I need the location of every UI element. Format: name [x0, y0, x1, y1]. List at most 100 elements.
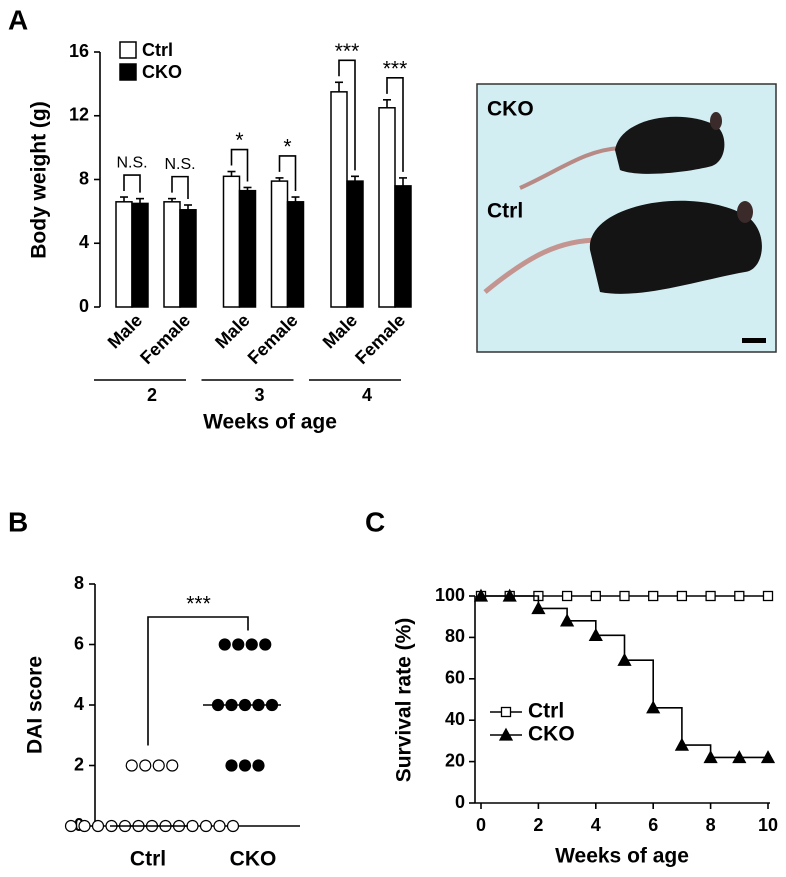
data-point	[152, 759, 165, 772]
y-axis-label: DAI score	[24, 656, 47, 754]
significance-bracket	[338, 59, 356, 171]
y-tick-label: 80	[445, 626, 465, 646]
bar	[330, 91, 348, 308]
bar	[286, 201, 305, 308]
data-point	[64, 819, 78, 833]
data-point	[213, 819, 226, 833]
y-tick-label: 100	[435, 585, 465, 605]
y-tick-label: 12	[69, 105, 89, 125]
x-tick-label: 4	[591, 815, 601, 835]
bar	[394, 185, 412, 308]
x-tick-label: Female	[244, 310, 302, 368]
significance-bracket	[147, 616, 249, 746]
mouse-tail	[483, 237, 601, 294]
x-tick-label: Male	[104, 310, 146, 352]
legend-swatch	[119, 41, 137, 59]
x-tick-label: 6	[648, 815, 658, 835]
data-point	[676, 590, 688, 602]
data-point	[245, 638, 258, 651]
panel-letter: B	[8, 506, 28, 537]
data-point	[619, 590, 630, 602]
photo-label: CKO	[487, 98, 534, 121]
y-tick-label: 0	[455, 792, 465, 812]
legend-label: Ctrl	[142, 40, 173, 60]
data-point	[703, 750, 718, 764]
group-label: 2	[147, 385, 157, 405]
scale-bar	[742, 338, 766, 343]
y-tick-label: 60	[445, 668, 465, 688]
data-point	[590, 590, 601, 602]
y-tick-label: 6	[74, 633, 84, 653]
y-tick-label: 8	[79, 168, 89, 188]
data-point	[218, 638, 231, 651]
data-point	[560, 613, 575, 627]
data-point	[473, 588, 489, 602]
legend-label: Ctrl	[528, 700, 564, 723]
data-point	[125, 759, 138, 772]
bar	[222, 175, 241, 308]
significance-bracket	[386, 77, 404, 172]
panel-letter: A	[8, 4, 28, 35]
significance-label: *	[283, 135, 291, 158]
significance-bracket	[230, 148, 249, 182]
data-point	[531, 601, 546, 615]
legend-marker	[498, 727, 514, 741]
bar	[131, 202, 149, 308]
bar	[163, 201, 181, 308]
data-point	[617, 652, 632, 666]
legend-marker	[500, 706, 512, 718]
data-point	[588, 627, 603, 641]
significance-bracket	[123, 174, 141, 193]
y-tick-label: 2	[74, 754, 84, 774]
mouse-body	[615, 116, 725, 174]
significance-bracket	[278, 155, 297, 192]
legend-label: CKO	[528, 723, 575, 746]
bar	[179, 209, 197, 308]
data-point	[91, 819, 105, 833]
bar	[115, 201, 133, 308]
data-point	[238, 759, 252, 772]
group-label: 3	[254, 385, 264, 405]
bar	[378, 107, 396, 308]
significance-label: ***	[335, 40, 360, 63]
data-point	[199, 819, 213, 833]
x-tick-label: Female	[351, 310, 409, 368]
x-tick-label: Ctrl	[130, 848, 166, 871]
data-point	[732, 750, 747, 764]
y-tick-label: 4	[79, 232, 89, 252]
y-tick-label: 20	[445, 750, 465, 770]
survival-line	[481, 595, 768, 759]
x-tick-label: 0	[476, 815, 486, 835]
significance-label: *	[235, 129, 243, 152]
y-tick-label: 8	[74, 573, 84, 593]
group-label: 4	[362, 385, 372, 405]
x-axis-label: Weeks of age	[555, 845, 689, 868]
significance-label: ***	[383, 57, 408, 80]
y-axis-label: Survival rate (%)	[393, 618, 416, 783]
bar	[238, 189, 257, 308]
data-point	[705, 590, 716, 602]
x-tick-label: Female	[136, 310, 194, 368]
y-tick-label: 0	[79, 296, 89, 316]
data-point	[226, 819, 240, 833]
x-tick-label: 10	[758, 815, 778, 835]
data-point	[225, 759, 238, 772]
data-point	[561, 590, 573, 602]
data-point	[674, 737, 689, 751]
mouse-body	[589, 200, 762, 294]
data-point	[502, 588, 517, 602]
data-point	[259, 638, 272, 651]
significance-label: ***	[186, 593, 211, 616]
legend-swatch	[119, 63, 137, 81]
data-point	[734, 590, 745, 602]
bar	[270, 180, 289, 308]
data-point	[762, 590, 774, 602]
data-point	[648, 590, 659, 602]
mouse-tail	[519, 146, 621, 190]
photo-label: Ctrl	[487, 200, 523, 223]
x-tick-label: Male	[319, 310, 361, 352]
data-point	[760, 750, 776, 764]
data-point	[232, 638, 245, 651]
data-point	[252, 759, 265, 772]
